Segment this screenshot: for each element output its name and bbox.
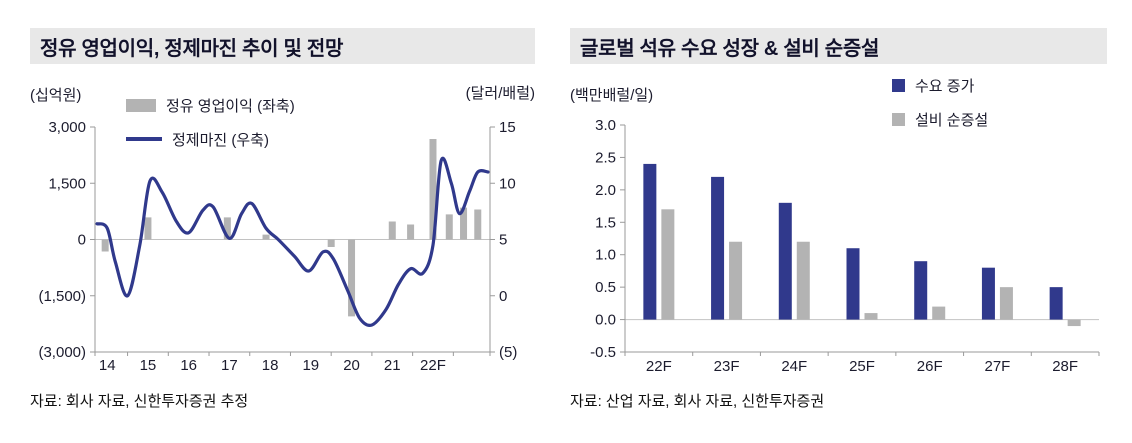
svg-text:28F: 28F xyxy=(1052,358,1078,375)
oil-demand-chart-title: 글로벌 석유 수요 성장 & 설비 순증설 xyxy=(570,28,1107,64)
svg-text:21: 21 xyxy=(384,357,401,374)
svg-text:14: 14 xyxy=(99,357,116,374)
svg-text:15: 15 xyxy=(140,357,157,374)
svg-text:25F: 25F xyxy=(849,358,875,375)
svg-text:(1,500): (1,500) xyxy=(38,288,86,305)
svg-text:19: 19 xyxy=(302,357,319,374)
svg-text:17: 17 xyxy=(221,357,238,374)
refining-chart-svg: 3,000 1,500 0 (1,500) (3,000) 15 10 5 0 (5) 14 15 16… xyxy=(38,119,517,374)
svg-text:22F: 22F xyxy=(420,357,446,374)
svg-text:20: 20 xyxy=(343,357,360,374)
svg-text:27F: 27F xyxy=(984,358,1010,375)
oil-demand-chart-svg: 3.0 2.5 2.0 1.5 1.0 0.5 0.0 -0.5 22F 23F 24F 25F 26F… xyxy=(590,117,1100,375)
oil-demand-chart-area: (백만배럴/일) 수요 증가 설비 순증설 3.0 2.5 2.0 1.5 1.0 0.5… xyxy=(570,64,1107,384)
demand-axis-unit-label: (백만배럴/일) xyxy=(570,87,654,104)
legend-item-refining-margin: 정제마진 (우축) xyxy=(126,122,295,156)
svg-text:1.5: 1.5 xyxy=(595,214,616,231)
legend-item-operating-profit: 정유 영업이익 (좌축) xyxy=(126,88,295,122)
capacity-series-swatch-icon xyxy=(892,112,905,126)
svg-text:18: 18 xyxy=(262,357,279,374)
refining-chart-area: (십억원) (달러/배럴) 정유 영업이익 (좌축) 정제마진 (우축) 3,0… xyxy=(30,64,535,384)
refining-profit-margin-panel: 정유 영업이익, 정제마진 추이 및 전망 (십억원) (달러/배럴) 정유 영… xyxy=(30,28,535,411)
svg-text:(5): (5) xyxy=(499,344,517,361)
svg-text:(3,000): (3,000) xyxy=(38,344,86,361)
svg-text:15: 15 xyxy=(499,119,516,136)
svg-text:0: 0 xyxy=(78,232,86,249)
oil-demand-capacity-panel: 글로벌 석유 수요 성장 & 설비 순증설 (백만배럴/일) 수요 증가 설비 … xyxy=(570,28,1107,411)
legend-item-demand-growth: 수요 증가 xyxy=(892,68,988,102)
svg-text:1.0: 1.0 xyxy=(595,247,616,264)
svg-text:10: 10 xyxy=(499,175,516,192)
svg-text:2.0: 2.0 xyxy=(595,182,616,199)
bar-series-swatch-icon xyxy=(126,98,156,112)
right-axis-unit-label: (달러/배럴) xyxy=(465,85,535,102)
svg-text:0.5: 0.5 xyxy=(595,279,616,296)
line-series-swatch-icon xyxy=(126,137,162,141)
refining-chart-source: 자료: 회사 자료, 신한투자증권 추정 xyxy=(30,393,249,410)
demand-series-swatch-icon xyxy=(892,78,905,92)
svg-text:22F: 22F xyxy=(646,358,672,375)
svg-text:3,000: 3,000 xyxy=(48,119,86,136)
oil-demand-chart-legend: 수요 증가 설비 순증설 xyxy=(892,68,988,136)
svg-text:0: 0 xyxy=(499,288,507,305)
svg-text:23F: 23F xyxy=(714,358,740,375)
svg-text:-0.5: -0.5 xyxy=(590,344,616,361)
legend-label-operating-profit: 정유 영업이익 (좌축) xyxy=(166,97,295,115)
svg-text:26F: 26F xyxy=(917,358,943,375)
svg-text:3.0: 3.0 xyxy=(595,117,616,134)
oil-demand-chart-source: 자료: 산업 자료, 회사 자료, 신한투자증권 xyxy=(570,393,825,410)
svg-text:16: 16 xyxy=(180,357,197,374)
svg-text:1,500: 1,500 xyxy=(48,175,86,192)
svg-text:0.0: 0.0 xyxy=(595,312,616,329)
legend-label-demand-growth: 수요 증가 xyxy=(915,77,975,95)
svg-text:5: 5 xyxy=(499,232,507,249)
svg-text:24F: 24F xyxy=(781,358,807,375)
refining-chart-legend: 정유 영업이익 (좌축) 정제마진 (우축) xyxy=(126,88,295,156)
left-axis-unit-label: (십억원) xyxy=(30,87,82,104)
legend-label-refining-margin: 정제마진 (우축) xyxy=(172,131,269,149)
legend-item-net-capacity: 설비 순증설 xyxy=(892,102,988,136)
refining-chart-title: 정유 영업이익, 정제마진 추이 및 전망 xyxy=(30,28,535,64)
svg-text:2.5: 2.5 xyxy=(595,149,616,166)
legend-label-net-capacity: 설비 순증설 xyxy=(915,111,989,129)
